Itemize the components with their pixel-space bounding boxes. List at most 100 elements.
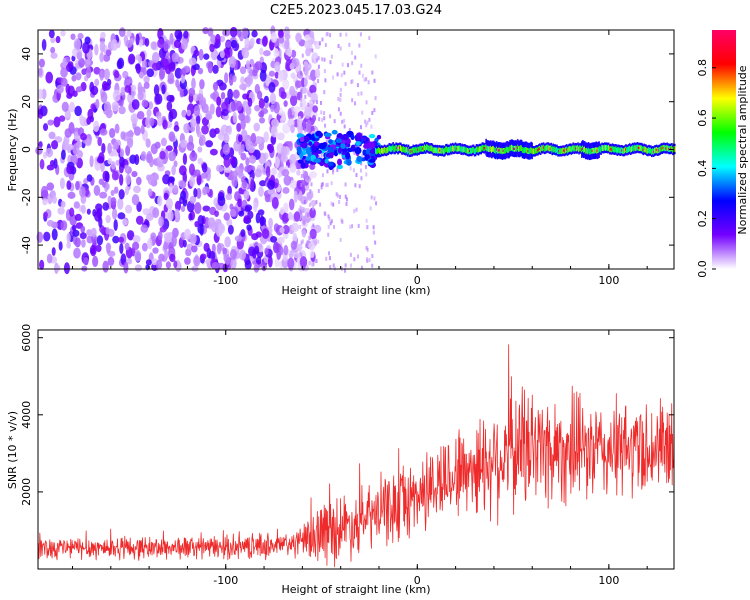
spectrogram-cell bbox=[302, 87, 305, 92]
spectrogram-cell bbox=[307, 235, 310, 240]
spectrogram-cell bbox=[323, 111, 326, 116]
spectrogram-cell bbox=[508, 147, 510, 153]
spectrogram-cell bbox=[300, 97, 303, 102]
spectrogram-cell bbox=[192, 93, 199, 102]
colorbar-tick-label: 0.2 bbox=[696, 210, 709, 228]
spectrogram-cell bbox=[600, 146, 602, 153]
spectrogram-cell bbox=[333, 119, 336, 124]
spectrogram-cell bbox=[317, 79, 320, 84]
spectrogram-cell bbox=[520, 145, 523, 152]
spectrogram-cell bbox=[57, 207, 65, 215]
spectrogram-cell bbox=[623, 148, 625, 154]
spectrogram-cell bbox=[350, 134, 355, 140]
spectrogram-cell bbox=[43, 231, 51, 242]
spectrogram-cell bbox=[302, 169, 305, 174]
spectrogram-cell bbox=[267, 188, 276, 195]
spectrogram-cell bbox=[320, 153, 323, 158]
spectrogram-cell bbox=[56, 84, 64, 94]
spectrogram-cell bbox=[229, 208, 237, 217]
spectrogram-cell bbox=[363, 77, 366, 82]
spectrogram-cell bbox=[356, 155, 363, 163]
spectrogram-cell bbox=[477, 147, 480, 154]
spectrogram-cell bbox=[201, 124, 209, 135]
spectrogram-cell bbox=[447, 146, 450, 153]
spectrogram-cell bbox=[346, 159, 352, 166]
spectrogram-cell bbox=[588, 148, 591, 155]
spectrogram-cell bbox=[388, 145, 391, 152]
spectrogram-cell bbox=[321, 173, 324, 178]
spectrogram-cell bbox=[105, 49, 112, 57]
spectrogram-cell bbox=[309, 75, 312, 80]
spectrogram-cell bbox=[378, 147, 380, 153]
spectrogram-cell bbox=[51, 228, 58, 241]
spectrogram-cell bbox=[150, 41, 157, 50]
spectrogram-cell bbox=[199, 96, 207, 107]
spectrogram-cell bbox=[511, 144, 513, 151]
spectrogram-x-tick-label: -100 bbox=[213, 274, 238, 287]
spectrogram-cell bbox=[158, 47, 166, 59]
spectrogram-cell bbox=[473, 148, 476, 155]
spectrogram-cell bbox=[217, 195, 226, 207]
spectrogram-cell bbox=[554, 146, 556, 153]
spectrogram-cell bbox=[38, 67, 43, 77]
spectrogram-cell bbox=[107, 256, 115, 266]
spectrogram-cell bbox=[651, 148, 653, 155]
spectrogram-cell bbox=[111, 208, 118, 220]
spectrogram-cell bbox=[373, 78, 376, 83]
spectrogram-cell bbox=[301, 228, 307, 238]
spectrogram-cell bbox=[203, 53, 210, 60]
spectrogram-cell bbox=[257, 90, 263, 100]
spectrogram-cell bbox=[109, 127, 116, 139]
spectrogram-cell bbox=[491, 147, 493, 153]
spectrogram-cell bbox=[282, 186, 290, 194]
spectrogram-cell bbox=[312, 262, 315, 267]
spectrogram-cell bbox=[423, 145, 425, 152]
spectrogram-cell bbox=[341, 219, 344, 224]
spectrogram-cell bbox=[308, 242, 316, 251]
spectrogram-cell bbox=[529, 148, 531, 154]
spectrogram-cell bbox=[293, 211, 301, 222]
spectrogram-cell bbox=[62, 138, 69, 151]
spectrogram-cell bbox=[48, 131, 56, 140]
spectrogram-cell bbox=[186, 200, 195, 213]
spectrogram-cell bbox=[296, 115, 303, 127]
spectrogram-cell bbox=[261, 228, 270, 239]
spectrogram-cell bbox=[377, 148, 379, 154]
spectrogram-cell bbox=[626, 147, 628, 154]
spectrogram-cell bbox=[290, 49, 297, 58]
spectrogram-cell bbox=[328, 139, 333, 145]
spectrogram-cell bbox=[339, 92, 342, 97]
spectrogram-cell bbox=[150, 232, 157, 240]
spectrogram-cell bbox=[275, 157, 280, 166]
spectrogram-cell bbox=[408, 148, 411, 155]
spectrogram-cell bbox=[605, 144, 608, 151]
snr-y-tick-label: 6000 bbox=[20, 324, 33, 352]
spectrogram-cell bbox=[180, 205, 186, 213]
spectrogram-cell bbox=[387, 146, 390, 153]
spectrogram-cell bbox=[368, 117, 371, 122]
spectrogram-cell bbox=[271, 118, 280, 128]
spectrogram-cell bbox=[75, 86, 83, 93]
spectrogram-cell bbox=[60, 30, 66, 37]
spectrogram-cell bbox=[571, 145, 574, 152]
spectrogram-cell bbox=[258, 98, 265, 109]
spectrogram-cell bbox=[238, 112, 245, 121]
snr-y-tick-label: 4000 bbox=[20, 401, 33, 429]
spectrogram-cell bbox=[166, 94, 174, 102]
spectrogram-cell bbox=[37, 88, 43, 100]
spectrogram-cell bbox=[580, 145, 582, 152]
spectrogram-cell bbox=[321, 57, 324, 62]
spectrogram-cell bbox=[312, 100, 315, 105]
spectrogram-cell bbox=[104, 171, 110, 183]
spectrogram-cell bbox=[232, 111, 237, 124]
spectrogram-cell bbox=[163, 192, 169, 201]
spectrogram-cell bbox=[64, 128, 72, 138]
spectrogram-cell bbox=[173, 125, 180, 132]
spectrogram-cell bbox=[435, 147, 438, 154]
spectrogram-cell bbox=[343, 70, 346, 75]
spectrogram-cell bbox=[116, 59, 123, 70]
spectrogram-cell bbox=[490, 145, 492, 152]
spectrogram-cell bbox=[180, 190, 187, 201]
spectrogram-cell bbox=[548, 145, 551, 152]
